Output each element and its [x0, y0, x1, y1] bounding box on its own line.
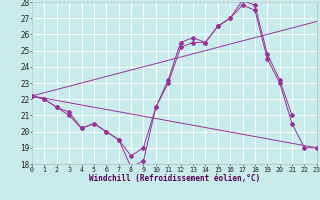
X-axis label: Windchill (Refroidissement éolien,°C): Windchill (Refroidissement éolien,°C) — [89, 174, 260, 183]
